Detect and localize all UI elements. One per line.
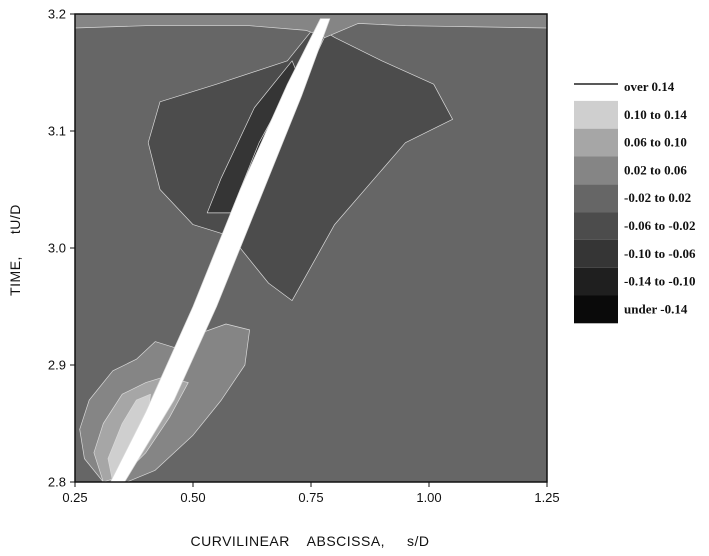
x-axis-ticks: 0.25 0.50 0.75 1.00 1.25 (62, 482, 560, 505)
legend-label: -0.10 to -0.06 (624, 246, 696, 261)
x-tick-label: 1.25 (534, 490, 559, 505)
y-axis-title: TIME, tU/D (7, 204, 23, 296)
x-tick-label: 0.50 (180, 490, 205, 505)
legend-label: 0.10 to 0.14 (624, 107, 687, 122)
legend-label: -0.14 to -0.10 (624, 274, 696, 289)
legend-swatch (574, 100, 618, 129)
contour-region-top-edge (75, 14, 547, 38)
legend-label: -0.06 to -0.02 (624, 218, 696, 233)
legend-label: under -0.14 (624, 301, 688, 316)
y-tick-label: 2.9 (48, 358, 66, 373)
legend-swatch (574, 128, 618, 157)
y-axis-ticks: 2.8 2.9 3.0 3.1 3.2 (48, 7, 75, 490)
x-axis-title: CURVILINEAR ABSCISSA, s/D (190, 533, 429, 549)
contour-field (75, 14, 547, 482)
legend-swatch (574, 267, 618, 296)
y-tick-label: 2.8 (48, 475, 66, 490)
legend-label: over 0.14 (624, 79, 675, 94)
x-tick-label: 0.25 (62, 490, 87, 505)
legend-swatch (574, 212, 618, 240)
y-tick-label: 3.1 (48, 124, 66, 139)
x-tick-label: 1.00 (416, 490, 441, 505)
legend: over 0.14 0.10 to 0.14 0.06 to 0.10 0.02 to… (574, 79, 696, 324)
y-tick-label: 3.2 (48, 7, 66, 22)
legend-label: -0.02 to 0.02 (624, 190, 691, 205)
contour-region-diagonal-band (110, 18, 331, 482)
legend-swatch (574, 156, 618, 185)
legend-label: 0.02 to 0.06 (624, 162, 687, 177)
x-tick-label: 0.75 (298, 490, 323, 505)
legend-swatch (574, 184, 618, 213)
y-tick-label: 3.0 (48, 241, 66, 256)
legend-label: 0.06 to 0.10 (624, 135, 687, 150)
legend-swatch (574, 239, 618, 268)
legend-swatch (574, 295, 618, 324)
